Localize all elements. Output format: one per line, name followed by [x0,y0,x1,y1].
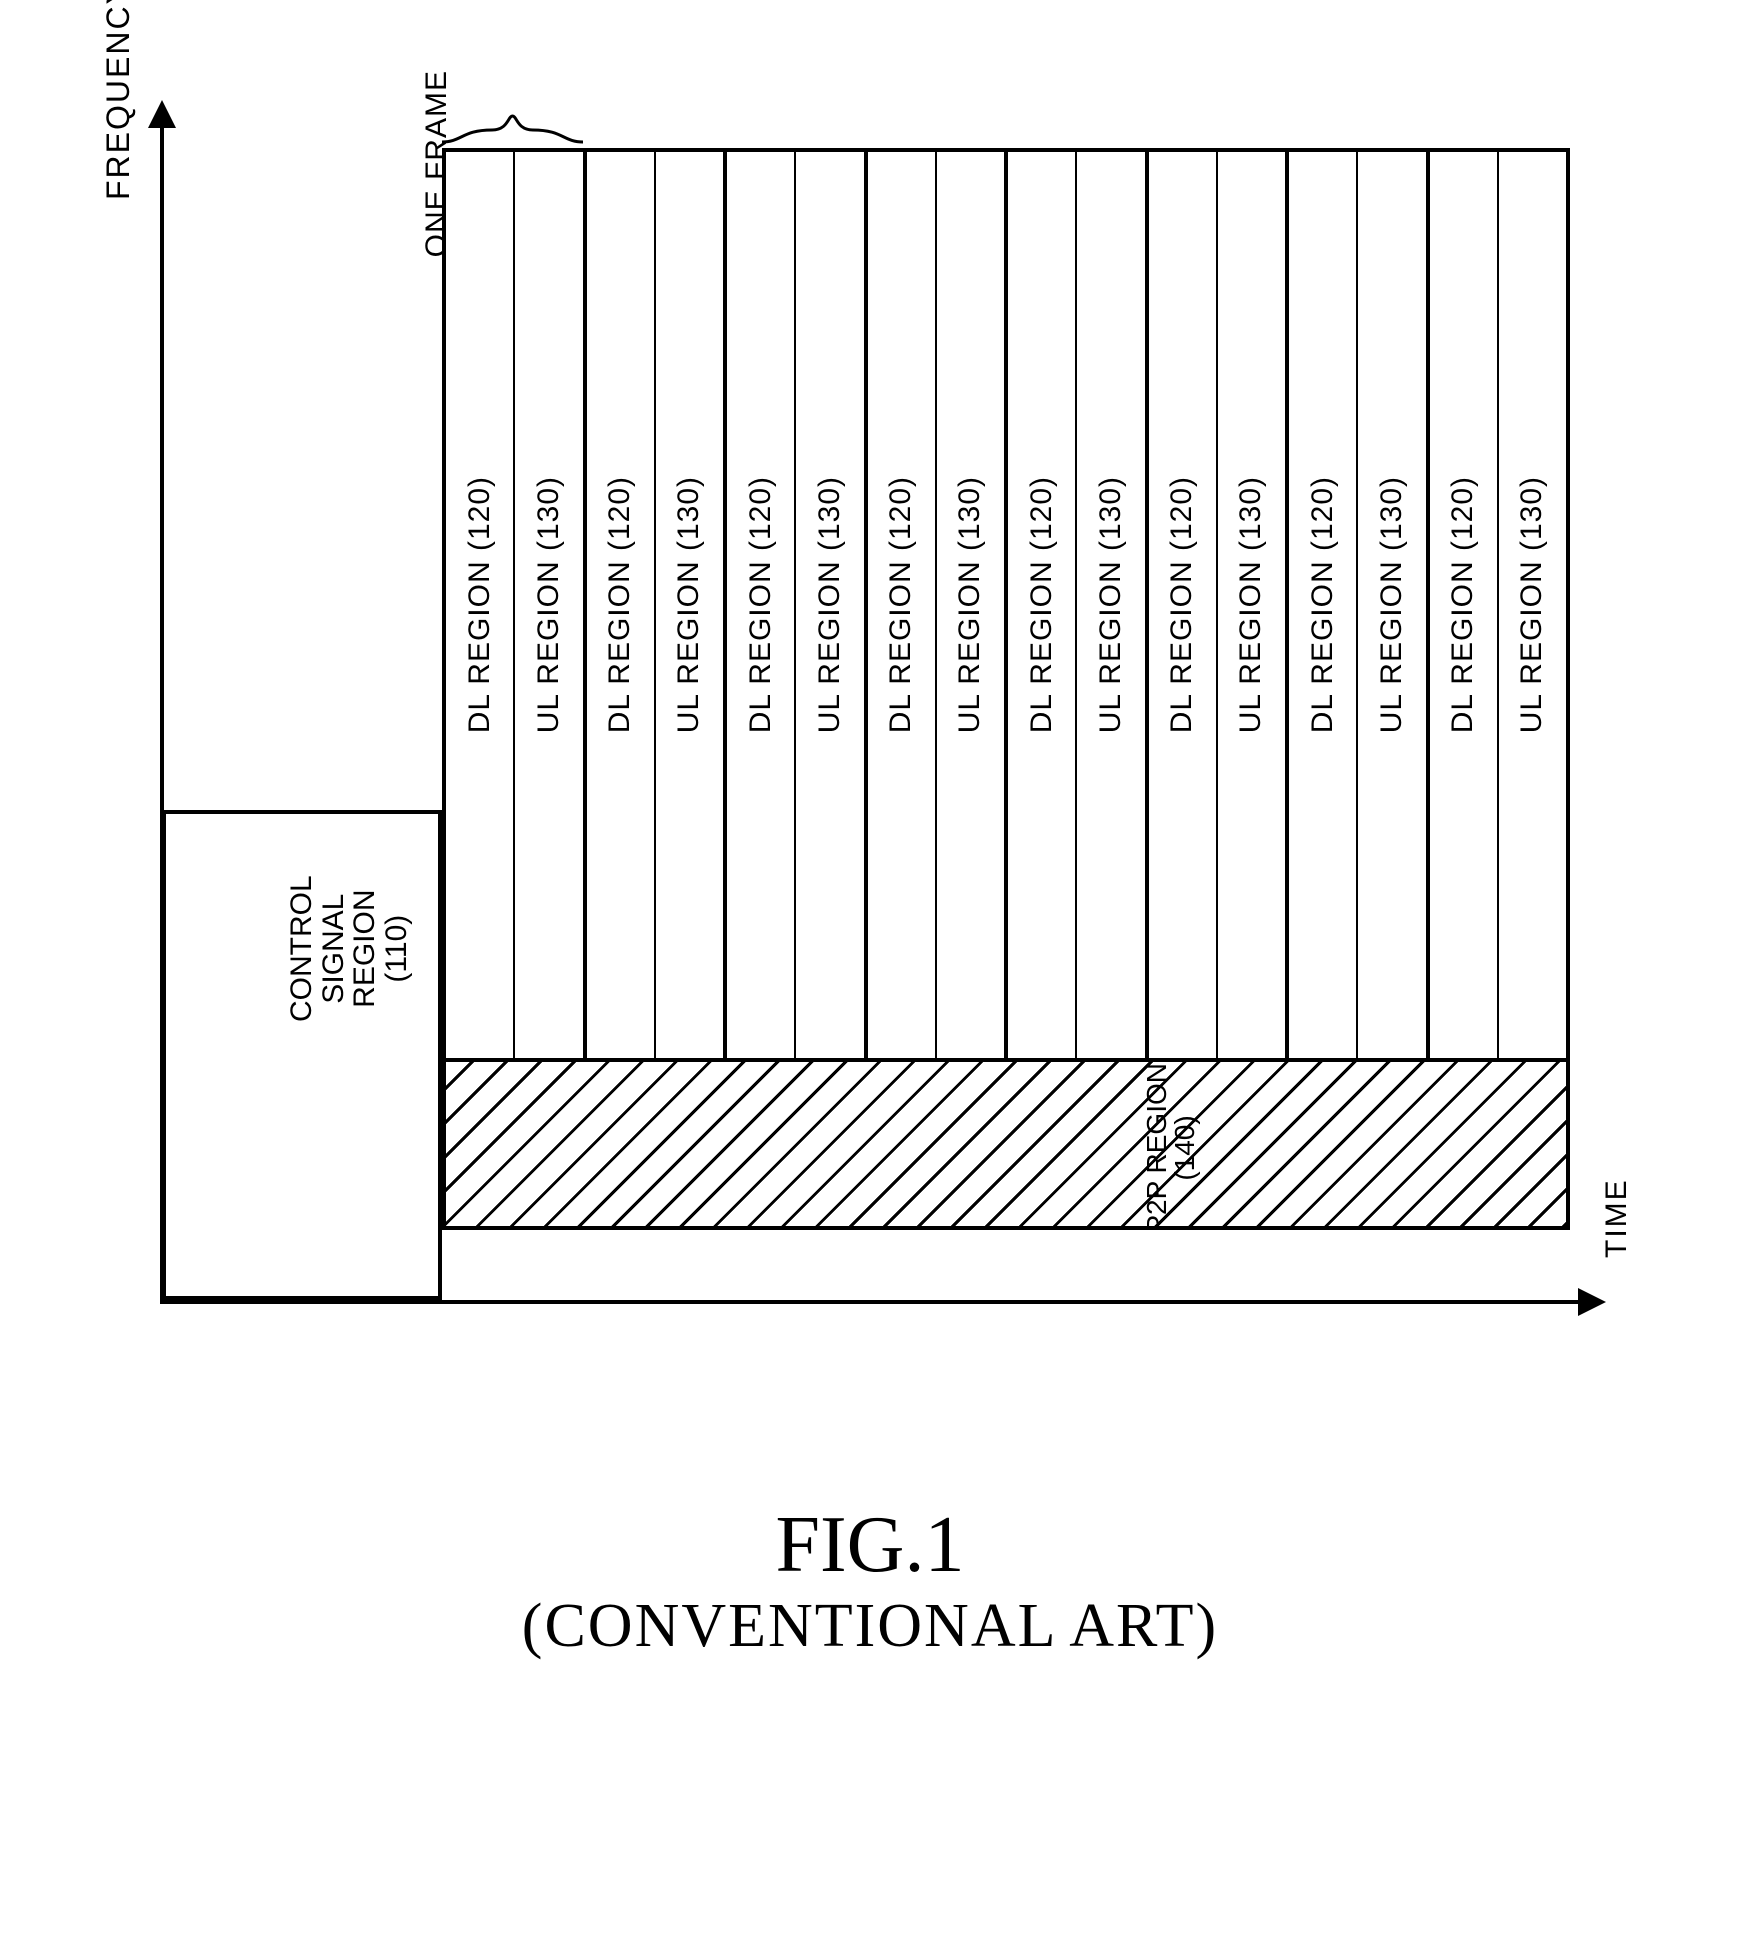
region-col: DL REGION (120) [1149,152,1218,1058]
region-label: UL REGION (130) [1515,476,1549,733]
x-axis-label: TIME [1600,1178,1634,1258]
region-col: UL REGION (130) [796,152,867,1058]
region-label: DL REGION (120) [603,476,637,733]
region-col: UL REGION (130) [1499,152,1566,1058]
region-label: UL REGION (130) [532,476,566,733]
p2p-region-label-wrap: P2P REGION (140) [1136,1070,1206,1226]
x-axis-line [160,1300,1580,1304]
region-col: DL REGION (120) [868,152,937,1058]
p2p-region: P2P REGION (140) [442,1058,1570,1230]
region-label: DL REGION (120) [1306,476,1340,733]
diagram: FREQUENCY TIME ONE FRAME CONTROL SIGNAL … [120,80,1620,1880]
frame-columns: DL REGION (120) UL REGION (130) DL REGIO… [442,148,1570,1058]
region-col: DL REGION (120) [727,152,796,1058]
region-col: UL REGION (130) [937,152,1008,1058]
region-col: UL REGION (130) [1358,152,1429,1058]
region-col: DL REGION (120) [1430,152,1499,1058]
region-label: DL REGION (120) [1165,476,1199,733]
p2p-hatch [446,1062,1566,1226]
p2p-region-label: P2P REGION (140) [1143,1063,1199,1230]
region-label: DL REGION (120) [1025,476,1059,733]
region-label: DL REGION (120) [1446,476,1480,733]
figure-caption: FIG.1 (CONVENTIONAL ART) [120,1500,1620,1662]
figure-subtitle: (CONVENTIONAL ART) [120,1591,1620,1662]
region-label: DL REGION (120) [463,476,497,733]
region-col: DL REGION (120) [1289,152,1358,1058]
control-signal-region: CONTROL SIGNAL REGION (110) [162,810,442,1300]
region-label: DL REGION (120) [744,476,778,733]
region-label: UL REGION (130) [1375,476,1409,733]
region-col: DL REGION (120) [446,152,515,1058]
region-label: UL REGION (130) [813,476,847,733]
y-axis-label: FREQUENCY [100,0,137,200]
region-col: UL REGION (130) [515,152,586,1058]
region-col: UL REGION (130) [1218,152,1289,1058]
figure-number: FIG.1 [120,1500,1620,1591]
region-col: DL REGION (120) [587,152,656,1058]
region-col: UL REGION (130) [1077,152,1148,1058]
frame-brace [442,112,583,146]
region-label: DL REGION (120) [884,476,918,733]
region-label: UL REGION (130) [672,476,706,733]
control-signal-region-label: CONTROL SIGNAL REGION (110) [286,875,412,1022]
region-label: UL REGION (130) [1234,476,1268,733]
x-axis-arrowhead [1578,1288,1606,1316]
region-label: UL REGION (130) [953,476,987,733]
y-axis-arrowhead [148,100,176,128]
region-col: DL REGION (120) [1008,152,1077,1058]
region-label: UL REGION (130) [1094,476,1128,733]
region-col: UL REGION (130) [656,152,727,1058]
